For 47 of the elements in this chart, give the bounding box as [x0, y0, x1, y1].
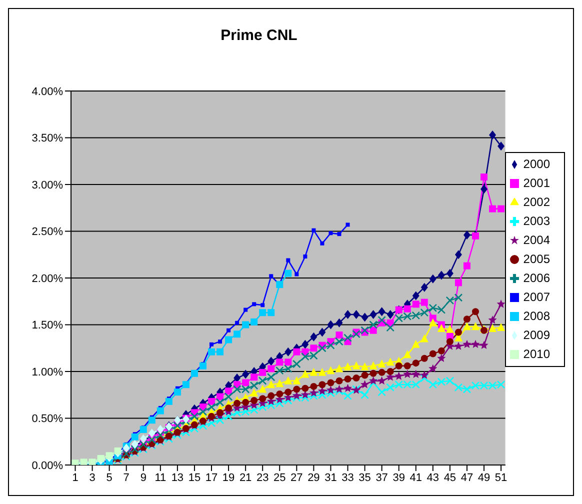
- y-tick-label: 4.00%: [32, 86, 64, 98]
- y-tick-label: 1.00%: [32, 366, 64, 378]
- x-tick-label: 17: [205, 472, 218, 484]
- legend-label: 2000: [523, 156, 550, 170]
- x-tick-label: 45: [444, 472, 456, 484]
- x-tick-label: 7: [123, 472, 130, 484]
- x-tick-label: 51: [494, 472, 508, 484]
- y-tick-label: 3.00%: [32, 179, 64, 192]
- x-tick-label: 21: [239, 472, 252, 484]
- y-tick-label: 1.50%: [32, 320, 64, 332]
- legend-label: 2003: [523, 214, 550, 228]
- legend-label: 2004: [523, 232, 550, 246]
- legend-label: 2010: [523, 346, 550, 360]
- y-tick-label: 2.00%: [32, 272, 64, 285]
- x-tick-label: 39: [392, 472, 405, 484]
- chart-title: Prime CNL: [220, 27, 298, 44]
- x-tick-label: 49: [478, 472, 490, 484]
- x-tick-label: 47: [460, 472, 474, 484]
- x-tick-label: 27: [290, 472, 303, 484]
- x-tick-label: 3: [89, 472, 96, 484]
- legend-label: 2009: [523, 328, 550, 342]
- legend-label: 2008: [523, 308, 550, 322]
- legend-label: 2006: [523, 270, 550, 284]
- legend-label: 2002: [523, 194, 550, 208]
- y-tick-label: 2.50%: [32, 226, 64, 238]
- x-tick-label: 15: [188, 472, 201, 484]
- y-tick-label: 0.00%: [32, 460, 64, 472]
- x-tick-label: 35: [358, 472, 371, 484]
- legend-label: 2007: [523, 290, 550, 304]
- x-tick-label: 37: [376, 472, 388, 484]
- y-tick-label: 0.50%: [32, 413, 64, 426]
- x-tick-label: 23: [256, 472, 269, 484]
- x-tick-label: 1: [72, 472, 78, 484]
- legend-label: 2005: [523, 252, 550, 266]
- x-tick-label: 25: [274, 472, 286, 484]
- x-tick-label: 31: [324, 472, 337, 484]
- x-tick-label: 41: [410, 472, 422, 484]
- x-tick-label: 11: [154, 472, 166, 484]
- x-tick-label: 13: [171, 472, 184, 484]
- x-tick-label: 29: [308, 472, 320, 484]
- x-tick-label: 43: [426, 472, 440, 484]
- x-tick-label: 19: [222, 472, 235, 484]
- x-tick-label: 33: [342, 472, 354, 484]
- y-tick-label: 3.50%: [32, 132, 64, 145]
- x-tick-label: 5: [106, 472, 112, 484]
- x-tick-label: 9: [140, 472, 146, 484]
- legend-label: 2001: [523, 176, 550, 190]
